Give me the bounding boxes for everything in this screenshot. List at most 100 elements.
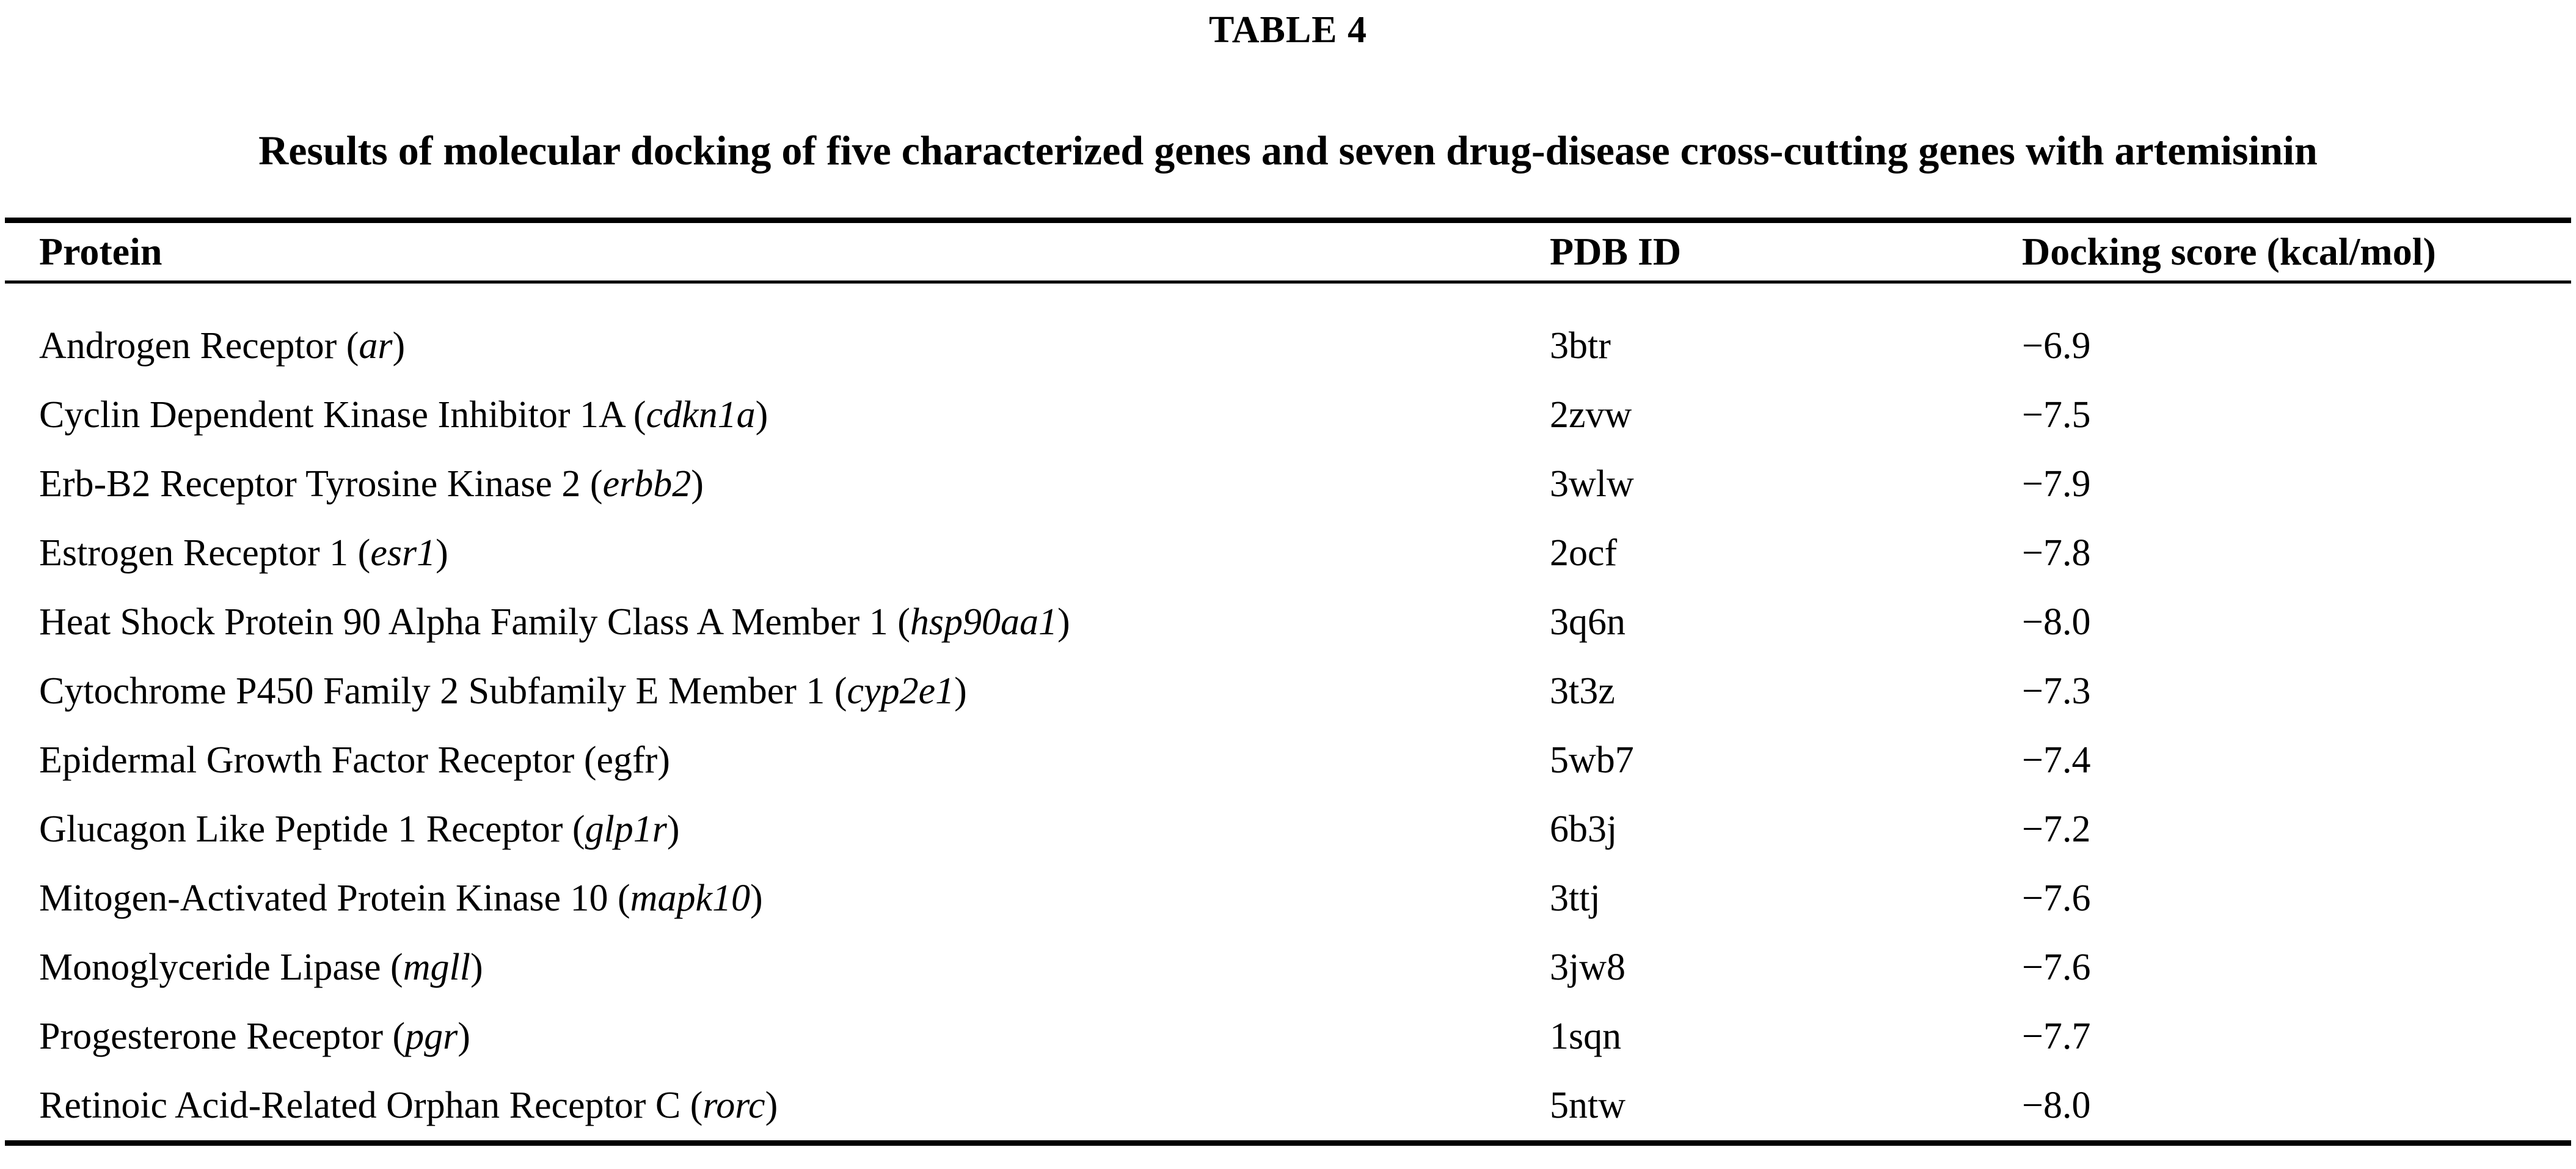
pdb-id-cell: 2zvw bbox=[1550, 394, 1632, 436]
gene-paren-open: ( bbox=[572, 808, 585, 850]
protein-name: Monoglyceride Lipase bbox=[39, 947, 381, 988]
table-caption: Results of molecular docking of five cha… bbox=[258, 127, 2318, 174]
pdb-id-cell: 3jw8 bbox=[1550, 947, 1626, 988]
gene-paren-open: ( bbox=[690, 1085, 703, 1126]
docking-score-cell: −7.9 bbox=[2021, 463, 2091, 505]
table-body: Androgen Receptor (ar) 3btr −6.9 Cyclin … bbox=[5, 282, 2571, 1143]
protein-name: Retinoic Acid-Related Orphan Receptor C bbox=[39, 1085, 681, 1126]
gene-paren-close: ) bbox=[765, 1085, 778, 1126]
protein-name: Heat Shock Protein 90 Alpha Family Class… bbox=[39, 601, 888, 643]
table-row: Cyclin Dependent Kinase Inhibitor 1A (cd… bbox=[5, 381, 2571, 450]
gene-paren-open: ( bbox=[633, 394, 646, 436]
docking-score-cell: −8.0 bbox=[2021, 1085, 2091, 1126]
gene-paren-close: ) bbox=[392, 325, 406, 367]
docking-score-cell: −6.9 bbox=[2021, 325, 2091, 367]
gene-paren-close: ) bbox=[750, 878, 763, 919]
protein-cell: Heat Shock Protein 90 Alpha Family Class… bbox=[5, 588, 1550, 657]
pdb-id-cell: 3btr bbox=[1550, 325, 1611, 367]
gene-paren-open: ( bbox=[834, 670, 847, 712]
docking-score-cell: −7.5 bbox=[2021, 394, 2091, 436]
column-header-docking-score: Docking score (kcal/mol) bbox=[2021, 220, 2571, 284]
pdb-id-cell: 6b3j bbox=[1550, 808, 1618, 850]
protein-name: Cytochrome P450 Family 2 Subfamily E Mem… bbox=[39, 670, 825, 712]
gene-symbol: mgll bbox=[403, 947, 470, 988]
pdb-id-cell: 1sqn bbox=[1550, 1016, 1622, 1057]
gene-paren-open: ( bbox=[346, 325, 359, 367]
docking-score-cell: −7.8 bbox=[2021, 532, 2091, 574]
protein-cell: Epidermal Growth Factor Receptor (egfr) bbox=[5, 726, 1550, 795]
table-row: Cytochrome P450 Family 2 Subfamily E Mem… bbox=[5, 657, 2571, 726]
gene-paren-open: ( bbox=[392, 1016, 406, 1057]
protein-cell: Glucagon Like Peptide 1 Receptor (glp1r) bbox=[5, 795, 1550, 864]
gene-symbol: glp1r bbox=[585, 808, 667, 850]
protein-cell: Mitogen-Activated Protein Kinase 10 (map… bbox=[5, 864, 1550, 933]
gene-paren-close: ) bbox=[691, 463, 704, 505]
protein-cell: Cytochrome P450 Family 2 Subfamily E Mem… bbox=[5, 657, 1550, 726]
column-header-pdb-id: PDB ID bbox=[1550, 220, 2022, 284]
protein-name: Cyclin Dependent Kinase Inhibitor 1A bbox=[39, 394, 624, 436]
protein-cell: Retinoic Acid-Related Orphan Receptor C … bbox=[5, 1071, 1550, 1143]
protein-name: Epidermal Growth Factor Receptor bbox=[39, 739, 575, 781]
table-row: Progesterone Receptor (pgr) 1sqn −7.7 bbox=[5, 1002, 2571, 1071]
protein-cell: Monoglyceride Lipase (mgll) bbox=[5, 933, 1550, 1002]
column-header-protein: Protein bbox=[5, 220, 1550, 284]
protein-cell: Cyclin Dependent Kinase Inhibitor 1A (cd… bbox=[5, 381, 1550, 450]
protein-name: Progesterone Receptor bbox=[39, 1016, 383, 1057]
pdb-id-cell: 3t3z bbox=[1550, 670, 1615, 712]
gene-paren-close: ) bbox=[458, 1016, 470, 1057]
gene-paren-open: ( bbox=[589, 463, 603, 505]
table-row: Estrogen Receptor 1 (esr1) 2ocf −7.8 bbox=[5, 519, 2571, 588]
table-row: Erb-B2 Receptor Tyrosine Kinase 2 (erbb2… bbox=[5, 450, 2571, 519]
protein-gene-separator bbox=[680, 1085, 690, 1126]
protein-name: Glucagon Like Peptide 1 Receptor bbox=[39, 808, 563, 850]
docking-score-cell: −8.0 bbox=[2021, 601, 2091, 643]
docking-score-cell: −7.3 bbox=[2021, 670, 2091, 712]
table-row: Androgen Receptor (ar) 3btr −6.9 bbox=[5, 282, 2571, 381]
protein-cell: Androgen Receptor (ar) bbox=[5, 282, 1550, 381]
docking-score-cell: −7.4 bbox=[2021, 739, 2091, 781]
gene-symbol: esr1 bbox=[370, 532, 436, 574]
pdb-id-cell: 2ocf bbox=[1550, 532, 1618, 574]
gene-paren-open: ( bbox=[583, 739, 597, 781]
protein-name: Androgen Receptor bbox=[39, 325, 337, 367]
pdb-id-cell: 3ttj bbox=[1550, 878, 1600, 919]
protein-gene-separator bbox=[580, 463, 590, 505]
gene-paren-open: ( bbox=[897, 601, 910, 643]
protein-gene-separator bbox=[888, 601, 898, 643]
gene-symbol: erbb2 bbox=[602, 463, 691, 505]
gene-paren-close: ) bbox=[954, 670, 967, 712]
protein-gene-separator bbox=[563, 808, 572, 850]
docking-score-cell: −7.2 bbox=[2021, 808, 2091, 850]
pdb-id-cell: 5wb7 bbox=[1550, 739, 1634, 781]
protein-gene-separator bbox=[574, 739, 584, 781]
protein-cell: Erb-B2 Receptor Tyrosine Kinase 2 (erbb2… bbox=[5, 450, 1550, 519]
protein-name: Estrogen Receptor 1 bbox=[39, 532, 349, 574]
gene-symbol: hsp90aa1 bbox=[910, 601, 1058, 643]
table-number-label: TABLE 4 bbox=[1208, 9, 1368, 51]
table-row: Heat Shock Protein 90 Alpha Family Class… bbox=[5, 588, 2571, 657]
protein-gene-separator bbox=[608, 878, 618, 919]
gene-paren-open: ( bbox=[390, 947, 403, 988]
table-row: Epidermal Growth Factor Receptor (egfr) … bbox=[5, 726, 2571, 795]
docking-score-cell: −7.7 bbox=[2021, 1016, 2091, 1057]
gene-paren-close: ) bbox=[436, 532, 448, 574]
gene-paren-close: ) bbox=[470, 947, 483, 988]
gene-paren-close: ) bbox=[657, 739, 670, 781]
table-row: Mitogen-Activated Protein Kinase 10 (map… bbox=[5, 864, 2571, 933]
table-row: Retinoic Acid-Related Orphan Receptor C … bbox=[5, 1071, 2571, 1143]
protein-cell: Estrogen Receptor 1 (esr1) bbox=[5, 519, 1550, 588]
header-row: Protein PDB ID Docking score (kcal/mol) bbox=[5, 220, 2571, 284]
gene-paren-open: ( bbox=[357, 532, 371, 574]
table-row: Glucagon Like Peptide 1 Receptor (glp1r)… bbox=[5, 795, 2571, 864]
gene-symbol: cdkn1a bbox=[646, 394, 756, 436]
gene-paren-open: ( bbox=[618, 878, 630, 919]
pdb-id-cell: 5ntw bbox=[1550, 1085, 1626, 1126]
gene-paren-close: ) bbox=[1057, 601, 1070, 643]
gene-symbol: pgr bbox=[405, 1016, 458, 1057]
docking-score-cell: −7.6 bbox=[2021, 947, 2091, 988]
protein-cell: Progesterone Receptor (pgr) bbox=[5, 1002, 1550, 1071]
protein-name: Mitogen-Activated Protein Kinase 10 bbox=[39, 878, 608, 919]
gene-symbol: ar bbox=[359, 325, 393, 367]
gene-symbol: egfr bbox=[596, 739, 658, 781]
